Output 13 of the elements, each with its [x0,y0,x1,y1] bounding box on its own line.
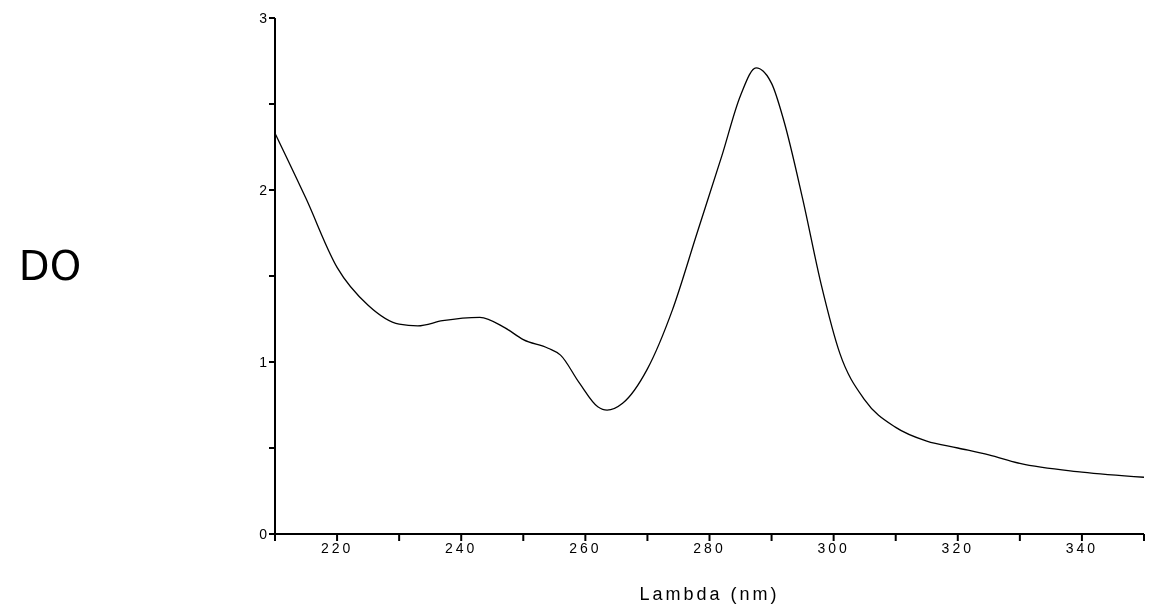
x-tick-label: 300 [817,539,850,556]
y-tick-label: 0 [259,525,268,542]
y-tick-label: 3 [259,9,268,26]
x-tick-label: 260 [569,539,602,556]
x-tick-label: 240 [445,539,478,556]
y-axis-title: DO [18,243,82,289]
x-tick-label: 280 [693,539,726,556]
y-tick-label: 1 [259,353,268,370]
x-axis-title: Lambda (nm) [639,584,780,604]
x-tick-label: 220 [320,539,354,556]
y-tick-label: 2 [259,181,268,198]
x-tick-label: 320 [941,539,974,556]
x-tick-label: 340 [1065,539,1099,556]
